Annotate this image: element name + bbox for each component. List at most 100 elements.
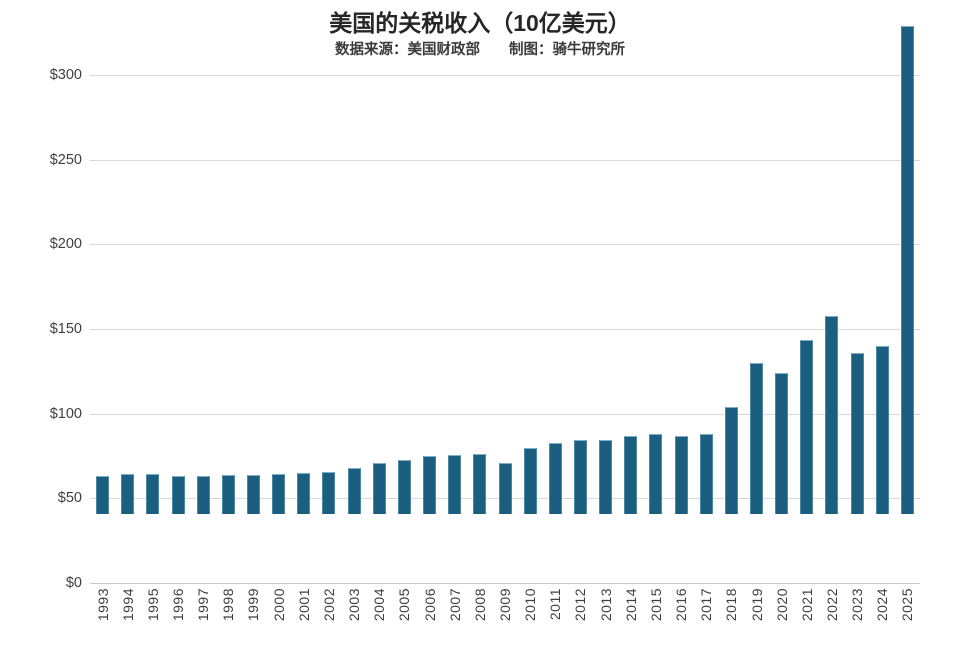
- x-axis-tick-label: 1998: [220, 588, 237, 622]
- x-axis-tick-label: 2022: [823, 588, 840, 622]
- x-axis-tick-label: 2007: [446, 588, 463, 622]
- x-axis-tick: 2009: [492, 588, 517, 648]
- bar[interactable]: [775, 373, 789, 514]
- x-axis-tick-label: 2017: [698, 588, 715, 622]
- x-axis-tick: 2002: [316, 588, 341, 648]
- x-axis-tick-label: 1995: [144, 588, 161, 622]
- bar[interactable]: [171, 475, 185, 514]
- x-axis-tick: 1998: [216, 588, 241, 648]
- bar[interactable]: [649, 434, 663, 514]
- bar[interactable]: [272, 474, 286, 514]
- x-axis-tick-label: 2009: [496, 588, 513, 622]
- x-axis-tick: 2022: [819, 588, 844, 648]
- bar[interactable]: [624, 436, 638, 514]
- bar[interactable]: [473, 453, 487, 514]
- x-axis-tick-label: 2005: [396, 588, 413, 622]
- bar[interactable]: [674, 436, 688, 514]
- x-axis-tick-label: 2011: [547, 588, 564, 621]
- x-axis-tick: 2012: [568, 588, 593, 648]
- x-axis-tick-label: 1996: [170, 588, 187, 622]
- x-axis-tick-label: 2010: [522, 588, 539, 622]
- x-axis-tick-label: 2006: [421, 588, 438, 622]
- x-axis-tick: 1997: [191, 588, 216, 648]
- x-axis-tick-label: 1994: [119, 588, 136, 622]
- x-axis-tick-label: 2021: [798, 588, 815, 622]
- x-axis-tick: 2003: [342, 588, 367, 648]
- bar[interactable]: [121, 474, 135, 514]
- bar[interactable]: [96, 475, 110, 514]
- x-axis-tick: 2014: [618, 588, 643, 648]
- bar[interactable]: [196, 475, 210, 514]
- bar[interactable]: [423, 455, 437, 514]
- y-axis-tick-label: $100: [49, 405, 82, 422]
- x-axis-tick: 2006: [417, 588, 442, 648]
- x-axis-tick-label: 2008: [471, 588, 488, 622]
- bar[interactable]: [800, 339, 814, 514]
- bar[interactable]: [372, 463, 386, 514]
- x-axis-tick: 2024: [870, 588, 895, 648]
- x-axis-tick: 2011: [543, 588, 568, 648]
- x-axis-tick: 2013: [593, 588, 618, 648]
- x-axis-tick: 2016: [668, 588, 693, 648]
- x-axis-tick: 1996: [165, 588, 190, 648]
- x-axis-tick-label: 2012: [572, 588, 589, 622]
- x-axis-tick-label: 2020: [773, 588, 790, 622]
- bar[interactable]: [699, 434, 713, 514]
- gridline: [90, 244, 920, 246]
- bar[interactable]: [724, 407, 738, 514]
- y-axis: $0 $50 $100 $150 $200 $250 $300: [0, 0, 82, 652]
- x-axis-tick: 2023: [845, 588, 870, 648]
- chart-title: 美国的关税收入（10亿美元）: [329, 10, 631, 36]
- x-axis-tick-label: 2018: [723, 588, 740, 622]
- bar[interactable]: [900, 26, 914, 514]
- y-axis-tick-label: $50: [57, 490, 82, 507]
- x-axis-tick: 1995: [140, 588, 165, 648]
- bar[interactable]: [875, 346, 889, 514]
- x-axis-tick: 2021: [794, 588, 819, 648]
- bar[interactable]: [573, 439, 587, 514]
- bar[interactable]: [448, 454, 462, 514]
- x-axis-tick: 2015: [643, 588, 668, 648]
- bar[interactable]: [246, 475, 260, 514]
- bar[interactable]: [347, 468, 361, 514]
- title-block: 美国的关税收入（10亿美元） 数据来源：美国财政部 制图：骑牛研究所: [0, 8, 960, 60]
- x-axis-tick-label: 2025: [899, 588, 916, 622]
- x-axis-tick: 2020: [769, 588, 794, 648]
- bar[interactable]: [498, 463, 512, 514]
- bar[interactable]: [548, 442, 562, 514]
- y-axis-tick-label: $0: [65, 575, 82, 591]
- x-axis-tick-label: 1997: [195, 588, 212, 622]
- x-axis-tick: 2018: [719, 588, 744, 648]
- x-axis-tick: 2004: [367, 588, 392, 648]
- bars-layer: [90, 0, 920, 583]
- bar[interactable]: [523, 447, 537, 514]
- bar[interactable]: [146, 474, 160, 514]
- x-axis-tick-label: 2014: [622, 588, 639, 622]
- x-axis-tick: 2025: [895, 588, 920, 648]
- bar[interactable]: [397, 459, 411, 514]
- x-axis-tick-label: 2023: [849, 588, 866, 622]
- gridline: [90, 329, 920, 330]
- x-axis-tick-label: 2024: [874, 588, 891, 622]
- x-axis-tick: 2008: [467, 588, 492, 648]
- x-axis-tick: 1993: [90, 588, 115, 648]
- bar[interactable]: [322, 471, 336, 514]
- bar[interactable]: [221, 475, 235, 514]
- bar[interactable]: [825, 315, 839, 514]
- x-axis-tick: 2017: [694, 588, 719, 648]
- bar[interactable]: [750, 363, 763, 514]
- bar[interactable]: [297, 473, 311, 514]
- x-axis: 1993 1994 1995 1996 1997 1998 1999 2000 2001 2002…: [90, 588, 920, 652]
- x-axis-tick-label: 2013: [597, 588, 614, 622]
- x-axis-tick-label: 2000: [270, 588, 287, 622]
- gridline: [90, 413, 920, 415]
- x-axis-tick-label: 1993: [94, 588, 111, 622]
- x-axis-tick: 2019: [744, 588, 769, 648]
- x-axis-tick: 2005: [392, 588, 417, 648]
- bar[interactable]: [599, 439, 613, 514]
- bar[interactable]: [850, 353, 864, 514]
- x-axis-tick: 1994: [115, 588, 140, 648]
- x-axis-tick: 2007: [442, 588, 467, 648]
- x-axis-tick-label: 2015: [647, 588, 664, 622]
